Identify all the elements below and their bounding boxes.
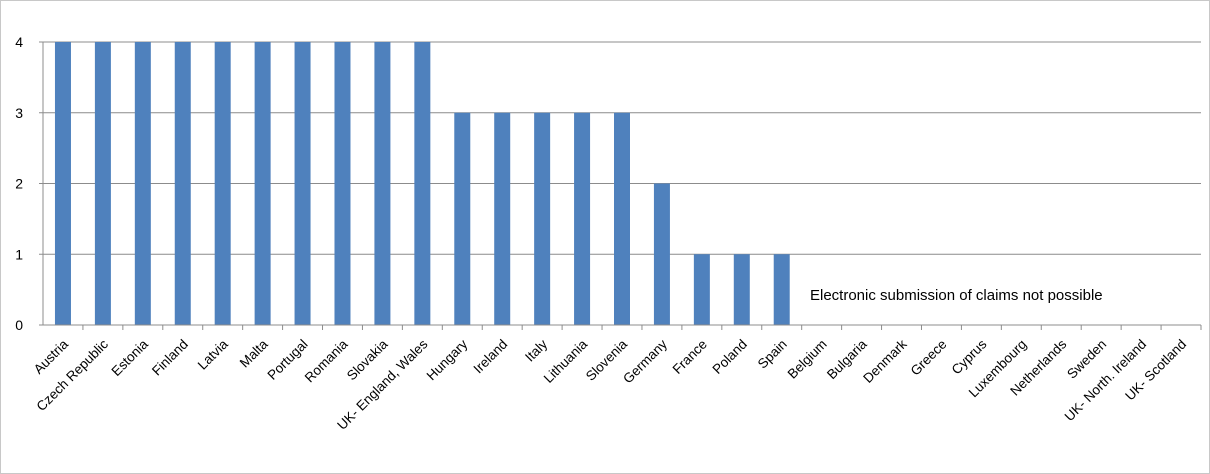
y-tick-label: 4	[15, 34, 23, 50]
bar	[653, 183, 670, 325]
bar	[733, 254, 750, 325]
bars	[54, 42, 790, 325]
bar	[693, 254, 710, 325]
y-tick-label: 2	[15, 176, 23, 192]
x-category-label: Finland	[149, 337, 191, 379]
x-category-label: Romania	[302, 336, 351, 385]
x-category-label: Denmark	[860, 336, 910, 386]
x-category-label: Poland	[710, 337, 750, 377]
bar	[414, 42, 431, 325]
bar	[494, 112, 511, 325]
x-category-label: Greece	[908, 337, 950, 379]
bar	[134, 42, 151, 325]
bar	[94, 42, 111, 325]
y-tick-label: 0	[15, 317, 23, 333]
y-tick-label: 1	[15, 246, 23, 262]
bar	[54, 42, 71, 325]
bar	[174, 42, 191, 325]
bar	[334, 42, 351, 325]
annotation-text: Electronic submission of claims not poss…	[810, 287, 1103, 304]
y-axis: 0 1 2 3 4	[15, 34, 44, 333]
x-category-label: Italy	[522, 336, 550, 364]
x-category-label: Germany	[620, 336, 670, 386]
bar	[254, 42, 271, 325]
x-category-label: Estonia	[109, 336, 152, 379]
x-category-label: Czech Republic	[34, 336, 112, 414]
x-category-label: Ireland	[471, 337, 511, 377]
bar	[614, 112, 630, 325]
x-category-label: France	[670, 337, 710, 377]
x-category-label: Latvia	[195, 336, 231, 372]
bar	[454, 112, 471, 325]
x-category-label: Spain	[755, 337, 790, 372]
bar	[374, 42, 391, 325]
x-category-label: Malta	[237, 336, 271, 370]
bar	[294, 42, 311, 325]
x-category-label: Belgium	[785, 337, 830, 382]
x-category-label: Lithuania	[541, 336, 591, 386]
bar	[574, 112, 591, 325]
bar	[773, 254, 790, 325]
bar	[214, 42, 231, 325]
y-tick-label: 3	[15, 105, 23, 121]
x-category-label: Hungary	[424, 336, 471, 383]
bar	[534, 112, 551, 325]
